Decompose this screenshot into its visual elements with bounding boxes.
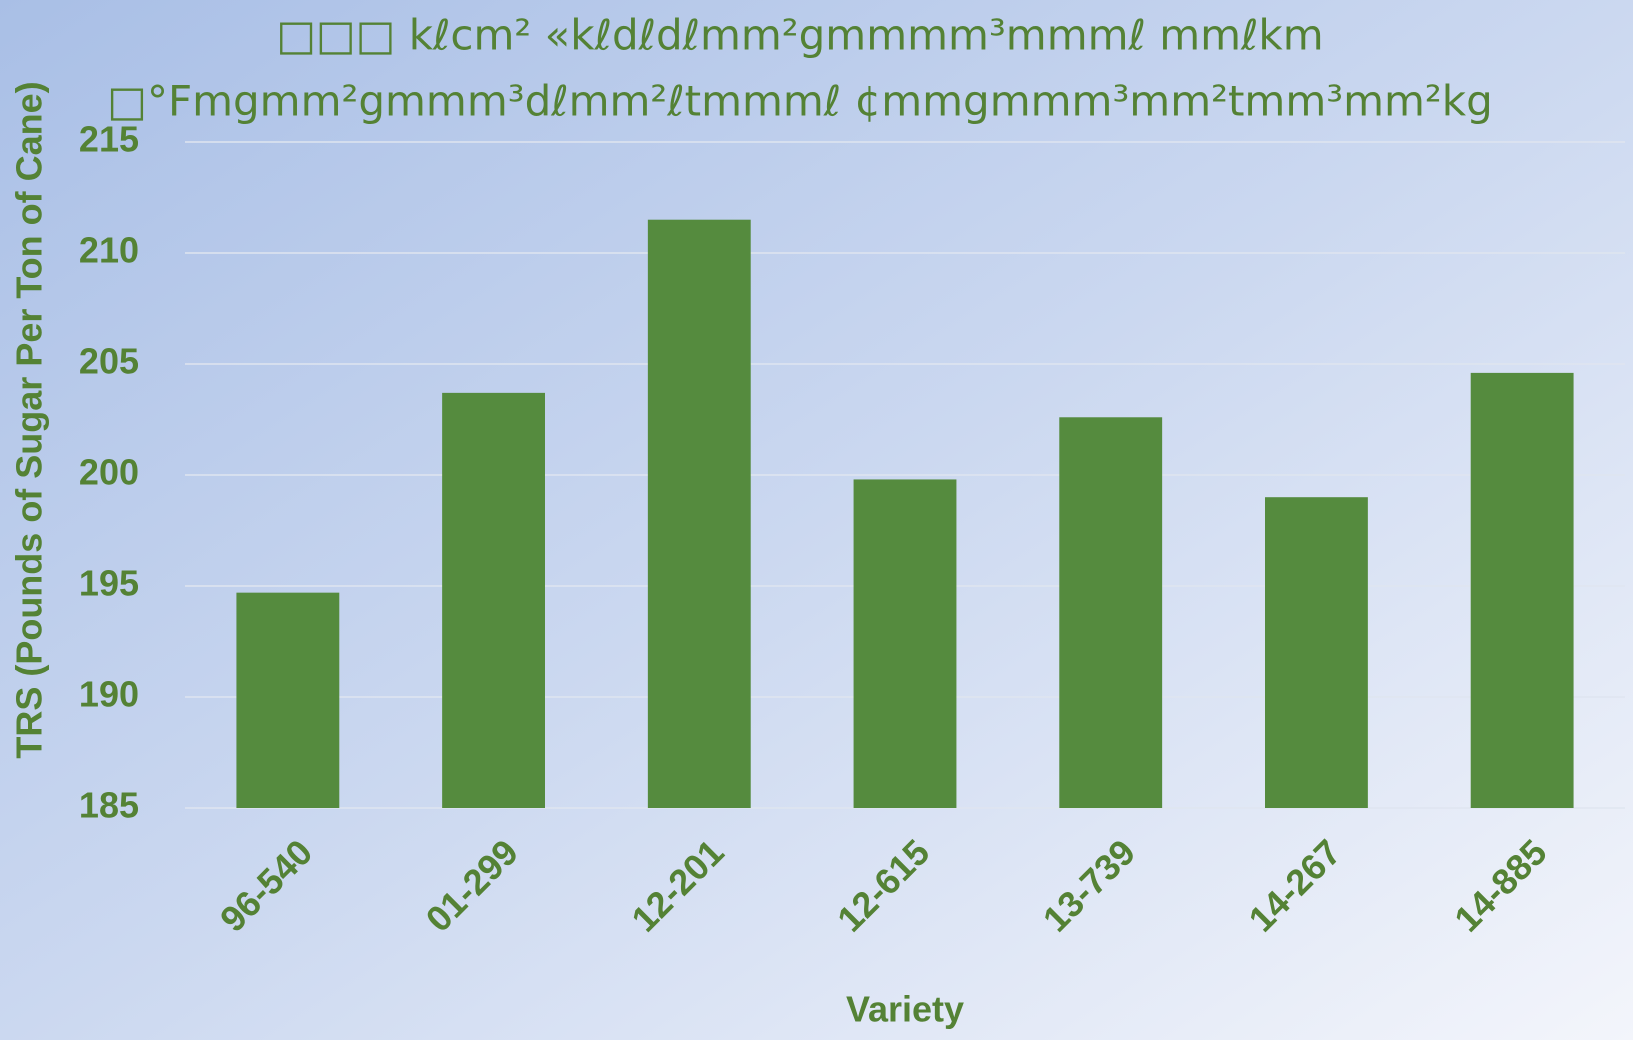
y-tick-label: 185 <box>79 785 139 826</box>
chart-title: □°Fmgmm²gmmm³dℓmm²ℓtmmmℓ ¢mmgmmm³mm²tmm³… <box>107 77 1492 126</box>
y-tick-label: 215 <box>79 119 139 160</box>
y-tick-label: 205 <box>79 341 139 382</box>
bar <box>442 392 545 808</box>
bar <box>1470 372 1574 808</box>
bar <box>1265 497 1368 808</box>
y-tick-label: 190 <box>79 674 139 715</box>
y-tick-label: 200 <box>79 452 139 493</box>
bar <box>853 479 957 808</box>
bar <box>1059 417 1163 808</box>
x-axis-label: Variety <box>846 989 964 1030</box>
chart-title: □□□ kℓcm² «kℓdℓdℓmm²gmmmm³mmmℓ mmℓkm <box>276 11 1323 60</box>
y-tick-label: 210 <box>79 230 139 271</box>
bar <box>647 219 751 808</box>
y-axis-label: TRS (Pounds of Sugar Per Ton of Cane) <box>9 81 50 758</box>
y-tick-label: 195 <box>79 563 139 604</box>
bar <box>236 592 340 808</box>
